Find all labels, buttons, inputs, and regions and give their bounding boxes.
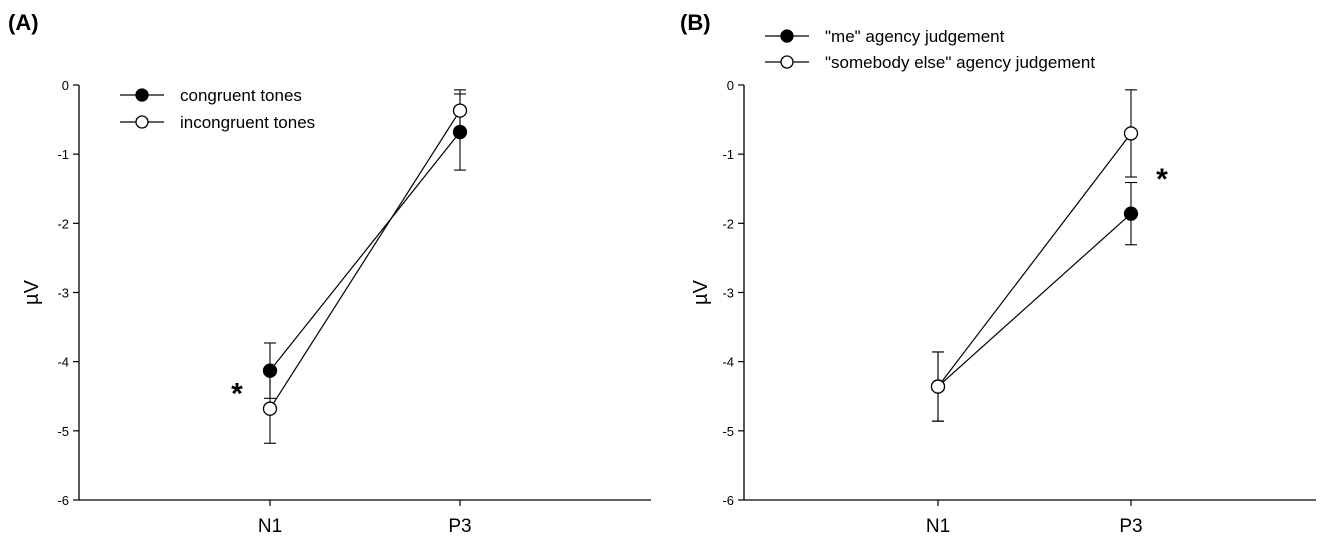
y-tick-label: -2 [722,216,734,231]
data-point [452,103,468,118]
y-tick-label: -4 [722,355,734,370]
y-tick-label: -1 [722,147,734,162]
legend-label: incongruent tones [180,113,315,132]
legend-label: "me" agency judgement [825,27,1005,46]
panel-a: (A) 0 -1 -2 -3 -4 -5 -6 N1 P3 µV congruent tones inc… [8,10,651,537]
series-line [269,110,461,410]
x-tick-label: N1 [258,516,282,537]
x-tick-label: P3 [448,516,471,537]
legend-label: congruent tones [180,86,302,105]
panel-label: (B) [680,10,711,35]
series-line [937,213,1132,388]
y-axis-title: µV [21,279,43,305]
y-axis-title: µV [690,279,712,305]
legend-marker [135,88,149,102]
y-tick-label: 0 [62,78,69,93]
legend-marker [135,115,149,129]
data-point [1123,126,1139,141]
x-tick-label: P3 [1119,516,1142,537]
y-tick-label: -1 [57,147,69,162]
data-point [262,401,278,416]
legend-label: "somebody else" agency judgement [825,53,1095,72]
significance-star: * [1156,163,1168,196]
data-point [930,379,946,394]
y-tick-label: -3 [57,286,69,301]
y-tick-label: -4 [57,355,69,370]
y-tick-label: 0 [727,78,734,93]
y-tick-label: -3 [722,286,734,301]
y-tick-label: -5 [722,424,734,439]
y-tick-label: -6 [722,493,734,508]
data-point [1123,206,1139,221]
panel-b: (B) 0 -1 -2 -3 -4 -5 -6 N1 P3 µV "me" agency judgem… [680,10,1316,537]
legend-marker [780,55,794,69]
y-tick-label: -6 [57,493,69,508]
series-line [269,131,461,372]
series-line [937,133,1132,387]
y-tick-label: -2 [57,216,69,231]
y-tick-label: -5 [57,424,69,439]
x-tick-label: N1 [926,516,950,537]
panel-label: (A) [8,10,39,35]
legend-marker [780,29,794,43]
significance-star: * [231,377,243,410]
